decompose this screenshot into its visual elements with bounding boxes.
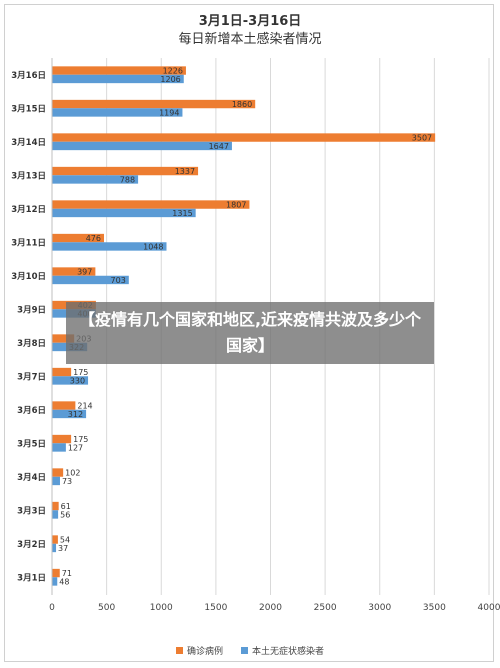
- data-label: 71: [62, 569, 72, 578]
- data-label: 1315: [172, 209, 192, 218]
- data-label: 1206: [160, 75, 180, 84]
- category-label: 3月11日: [11, 238, 46, 248]
- data-label: 48: [59, 577, 69, 586]
- bar-confirmed: [52, 568, 60, 578]
- x-tick-label: 0: [49, 603, 55, 613]
- data-label: 37: [58, 544, 68, 553]
- category-label: 3月14日: [11, 138, 46, 148]
- category-label: 3月7日: [17, 372, 46, 382]
- data-label: 1048: [143, 242, 163, 251]
- data-label: 312: [68, 410, 83, 419]
- data-label: 788: [120, 175, 135, 184]
- x-tick-label: 3500: [423, 603, 446, 613]
- bar-confirmed: [52, 501, 59, 511]
- bar-confirmed: [52, 401, 76, 410]
- x-tick-label: 1000: [150, 603, 173, 613]
- bar-asymptomatic: [52, 275, 129, 285]
- data-label: 61: [61, 502, 71, 511]
- bar-confirmed: [52, 66, 186, 75]
- category-label: 3月8日: [17, 339, 46, 349]
- category-label: 3月1日: [17, 573, 46, 583]
- data-label: 214: [77, 401, 92, 410]
- legend-item-asymptomatic: 本土无症状感染者: [241, 644, 324, 657]
- x-tick-label: 3000: [368, 603, 391, 613]
- bar-asymptomatic: [52, 443, 66, 452]
- category-label: 3月3日: [17, 506, 46, 516]
- category-label: 3月5日: [17, 439, 46, 449]
- overlay-text: 【疫情有几个国家和地区,近来疫情共波及多少个国家】: [78, 310, 422, 355]
- x-tick-label: 1500: [204, 603, 227, 613]
- category-label: 3月16日: [11, 71, 46, 81]
- bar-confirmed: [52, 200, 250, 209]
- bar-confirmed: [52, 334, 75, 343]
- bar-confirmed: [52, 535, 58, 544]
- data-label: 175: [73, 435, 88, 444]
- legend-swatch-confirmed: [175, 647, 183, 654]
- data-label: 330: [70, 376, 85, 385]
- x-tick-label: 4000: [478, 603, 500, 613]
- legend-label-asymptomatic: 本土无症状感染者: [252, 647, 325, 657]
- bar-asymptomatic: [52, 376, 89, 385]
- data-label: 476: [86, 234, 101, 243]
- bar-confirmed: [52, 367, 72, 377]
- data-label: 1194: [159, 108, 179, 117]
- data-label: 102: [65, 468, 80, 477]
- bar-asymptomatic: [52, 208, 196, 218]
- bar-confirmed: [52, 166, 199, 176]
- category-label: 3月12日: [11, 205, 46, 215]
- bar-asymptomatic: [52, 577, 58, 586]
- legend-item-confirmed: 确诊病例: [175, 644, 223, 657]
- bar-asymptomatic: [52, 108, 183, 117]
- bar-confirmed: [52, 267, 96, 276]
- x-tick-label: 500: [98, 603, 115, 613]
- x-tick-label: 2000: [259, 603, 282, 613]
- chart-title: 3月1日-3月16日: [198, 14, 302, 29]
- bar-asymptomatic: [52, 510, 59, 519]
- data-label: 54: [60, 535, 70, 544]
- legend-swatch-asymptomatic: [241, 647, 248, 654]
- bar-asymptomatic: [52, 409, 87, 419]
- data-label: 1860: [232, 100, 252, 109]
- bar-asymptomatic: [52, 242, 167, 251]
- x-tick-label: 2500: [314, 603, 337, 613]
- bar-confirmed: [52, 233, 105, 243]
- legend-label-confirmed: 确诊病例: [186, 647, 223, 657]
- category-label: 3月10日: [11, 272, 46, 282]
- data-label: 703: [111, 276, 126, 285]
- data-label: 1807: [226, 200, 246, 209]
- data-label: 127: [68, 443, 83, 452]
- data-label: 1226: [163, 66, 183, 75]
- data-label: 56: [60, 510, 70, 519]
- data-label: 1337: [175, 167, 195, 176]
- data-label: 1647: [209, 142, 229, 151]
- bar-asymptomatic: [52, 74, 184, 84]
- data-label: 175: [73, 368, 88, 377]
- category-label: 3月2日: [17, 540, 46, 550]
- bar-confirmed: [52, 468, 64, 477]
- bar-confirmed: [52, 133, 436, 142]
- category-label: 3月4日: [17, 473, 46, 483]
- bar-asymptomatic: [52, 141, 232, 151]
- bar-asymptomatic: [52, 476, 60, 486]
- chart-subtitle: 每日新增本土感染者情况: [178, 32, 322, 47]
- legend: 确诊病例 本土无症状感染者: [0, 644, 500, 657]
- bar-confirmed: [52, 434, 72, 444]
- bar-asymptomatic: [52, 175, 139, 184]
- bar-asymptomatic: [52, 543, 57, 553]
- data-label: 73: [62, 477, 72, 486]
- overlay-banner[interactable]: 【疫情有几个国家和地区,近来疫情共波及多少个国家】: [66, 302, 434, 364]
- data-label: 397: [77, 267, 92, 276]
- category-label: 3月9日: [17, 305, 46, 315]
- category-label: 3月13日: [11, 171, 46, 181]
- data-label: 3507: [412, 133, 432, 142]
- bar-confirmed: [52, 99, 256, 109]
- category-label: 3月6日: [17, 406, 46, 416]
- category-label: 3月15日: [11, 104, 46, 114]
